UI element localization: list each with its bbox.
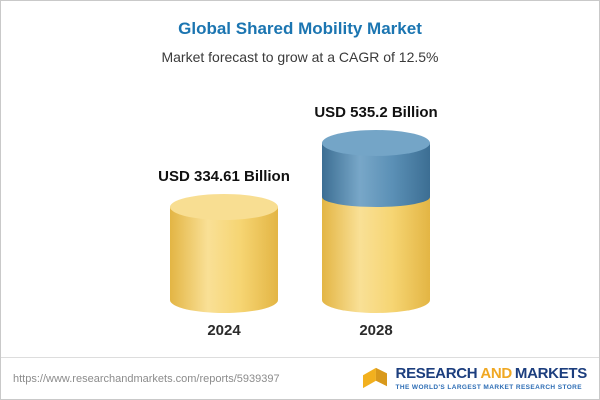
value-label-2024: USD 334.61 Billion (158, 167, 290, 185)
logo-word-markets: MARKETS (514, 364, 587, 382)
category-label-2024: 2024 (207, 322, 241, 339)
bar-2028 (322, 130, 430, 313)
logo-word-and: AND (480, 364, 512, 382)
chart-subtitle: Market forecast to grow at a CAGR of 12.… (161, 49, 439, 65)
bar-chart: USD 334.61 Billion 2024 USD 535.2 Billio… (1, 104, 599, 339)
logo-text: RESEARCH AND MARKETS THE WORLD'S LARGEST M… (395, 364, 588, 392)
category-label-2028: 2028 (359, 322, 393, 339)
bar-group-2024: USD 334.61 Billion 2024 (154, 168, 294, 339)
logo-mark-icon (362, 368, 387, 389)
logo-wordmark: RESEARCH AND MARKETS (395, 364, 588, 383)
report-url-link[interactable]: https://www.researchandmarkets.com/repor… (13, 372, 280, 385)
company-logo: RESEARCH AND MARKETS THE WORLD'S LARGEST M… (361, 364, 588, 392)
value-label-2028: USD 535.2 Billion (314, 104, 438, 121)
cylinder-top-2024 (170, 193, 278, 220)
bar-2024 (170, 193, 278, 313)
logo-word-research: RESEARCH (395, 364, 478, 382)
footer-bar: https://www.researchandmarkets.com/repor… (1, 357, 599, 399)
logo-tagline: THE WORLD'S LARGEST MARKET RESEARCH STOR… (395, 384, 583, 392)
cylinder-top-2028 (322, 130, 430, 156)
cylinder-body-2024 (170, 206, 278, 313)
bar-group-2028: USD 535.2 Billion 2028 (306, 104, 446, 339)
chart-title: Global Shared Mobility Market (178, 19, 422, 38)
